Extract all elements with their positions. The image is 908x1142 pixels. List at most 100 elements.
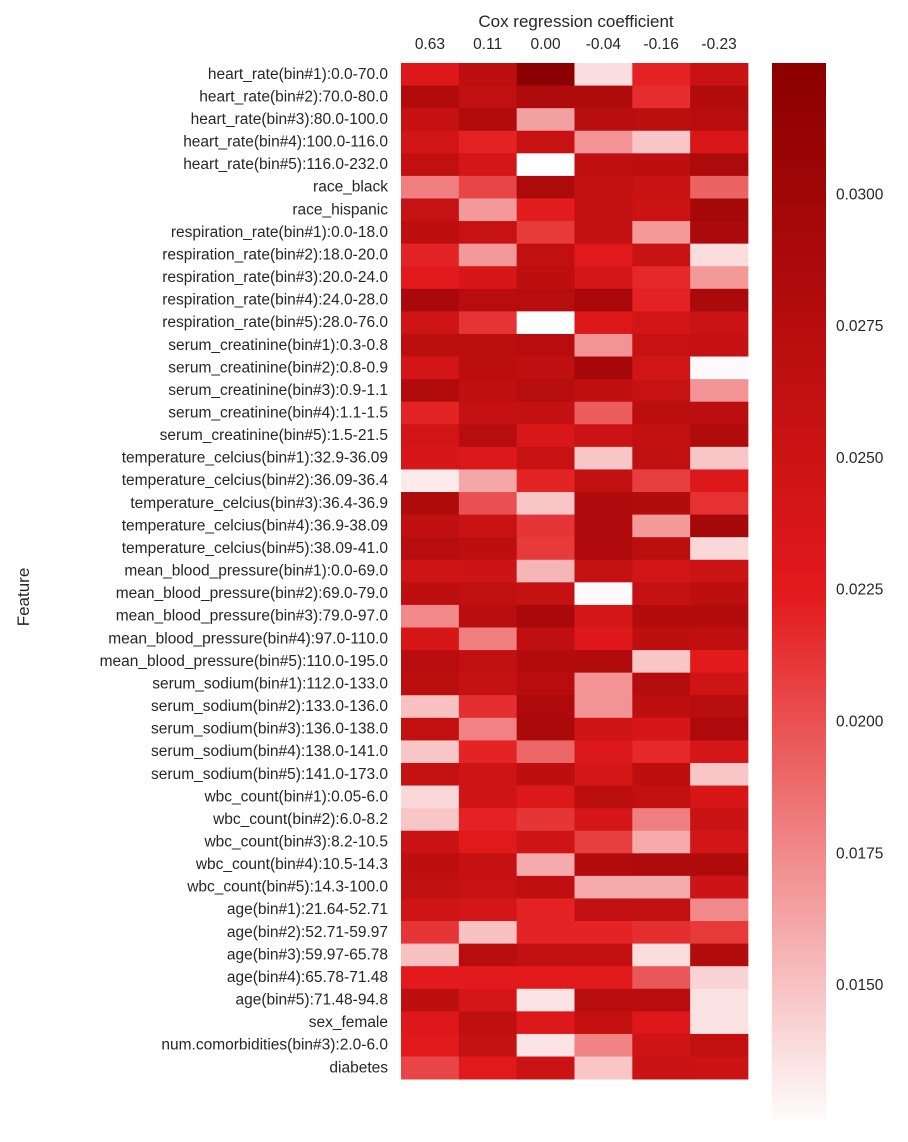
heatmap-cell xyxy=(401,1033,460,1057)
heatmap-cell xyxy=(574,1011,633,1035)
heatmap-cell xyxy=(401,1011,460,1035)
heatmap-cell xyxy=(574,492,633,515)
heatmap-cell xyxy=(632,853,691,877)
heatmap-cell xyxy=(632,808,691,832)
heatmap-cell xyxy=(574,966,633,990)
heatmap-cell xyxy=(690,966,749,990)
heatmap-cell xyxy=(516,266,575,290)
heatmap-cell xyxy=(574,853,633,877)
heatmap-cell xyxy=(458,424,518,448)
row-label: mean_blood_pressure(bin#3):79.0-97.0 xyxy=(116,608,389,625)
column-label: 0.00 xyxy=(531,36,562,53)
heatmap-cell xyxy=(632,379,691,403)
heatmap-cell xyxy=(458,288,518,312)
row-label: serum_creatinine(bin#2):0.8-0.9 xyxy=(168,359,388,376)
colorbar: 0.0150 0.0175 0.0200 0.0225 0.0250 0.0275 0.03… xyxy=(772,63,884,1128)
heatmap-cell xyxy=(516,672,575,696)
heatmap-cell xyxy=(690,740,749,764)
row-label: serum_sodium(bin#1):112.0-133.0 xyxy=(152,675,388,692)
heatmap-cell xyxy=(574,559,633,583)
heatmap-cell xyxy=(401,695,460,719)
heatmap-cell xyxy=(516,424,575,448)
heatmap-cell xyxy=(458,492,518,515)
heatmap-cell xyxy=(690,469,749,493)
heatmap-cell xyxy=(401,785,460,809)
heatmap-cell xyxy=(690,243,749,267)
heatmap-cell xyxy=(574,627,633,651)
heatmap-cell xyxy=(458,153,518,177)
heatmap-cell xyxy=(458,898,518,922)
heatmap-cell xyxy=(516,537,575,561)
column-labels: 0.63 0.11 0.00 -0.04 -0.16 -0.23 xyxy=(415,36,737,53)
heatmap-cell xyxy=(401,198,460,222)
heatmap-cell xyxy=(401,333,460,357)
heatmap-cell xyxy=(690,604,749,628)
heatmap-cell xyxy=(574,108,633,132)
row-label: respiration_rate(bin#5):28.0-76.0 xyxy=(162,314,388,331)
heatmap-cell xyxy=(458,808,518,832)
heatmap-cell xyxy=(401,130,460,154)
heatmap-cell xyxy=(401,266,460,290)
row-label: temperature_celcius(bin#2):36.09-36.4 xyxy=(122,472,389,489)
heatmap-cell xyxy=(632,740,691,764)
row-label: age(bin#4):65.78-71.48 xyxy=(227,969,388,986)
row-label: wbc_count(bin#2):6.0-8.2 xyxy=(212,811,388,828)
heatmap-cell xyxy=(401,243,460,267)
heatmap-cell xyxy=(516,469,575,493)
heatmap-cell xyxy=(574,650,633,674)
heatmap-cell xyxy=(574,288,633,312)
heatmap-cell xyxy=(632,63,691,86)
heatmap-cell xyxy=(574,695,633,719)
heatmap-cell xyxy=(574,537,633,561)
heatmap-cell xyxy=(574,446,633,470)
heatmap-cell xyxy=(401,650,460,674)
heatmap-cell xyxy=(690,492,749,515)
heatmap-cell xyxy=(574,130,633,154)
heatmap-cell xyxy=(458,108,518,132)
heatmap-cell xyxy=(690,108,749,132)
heatmap-cell xyxy=(690,221,749,245)
row-label: serum_creatinine(bin#3):0.9-1.1 xyxy=(168,382,388,399)
heatmap-cell xyxy=(574,808,633,832)
row-label: serum_sodium(bin#2):133.0-136.0 xyxy=(151,698,388,715)
heatmap-cell xyxy=(690,853,749,877)
heatmap-cell xyxy=(632,672,691,696)
heatmap-cell xyxy=(458,130,518,154)
heatmap-cell xyxy=(690,875,749,899)
heatmap-cell xyxy=(690,943,749,967)
heatmap-cell xyxy=(516,943,575,967)
heatmap-cell xyxy=(632,627,691,651)
heatmap-cell xyxy=(516,921,575,945)
heatmap-cell xyxy=(632,988,691,1012)
heatmap-cell xyxy=(458,333,518,357)
heatmap-cell xyxy=(632,469,691,493)
heatmap-cell xyxy=(690,672,749,696)
heatmap-cell xyxy=(574,221,633,245)
heatmap-cell xyxy=(690,266,749,290)
heatmap-cell xyxy=(458,966,518,990)
heatmap-cell xyxy=(458,537,518,561)
heatmap-cell xyxy=(632,650,691,674)
colorbar-tick-label: 0.0300 xyxy=(836,186,884,203)
heatmap-cell xyxy=(458,198,518,222)
heatmap-cell xyxy=(574,1033,633,1057)
heatmap-cell xyxy=(690,695,749,719)
heatmap-cell xyxy=(516,830,575,854)
heatmap-cell xyxy=(574,672,633,696)
row-label: mean_blood_pressure(bin#2):69.0-79.0 xyxy=(116,585,389,602)
heatmap-cell xyxy=(458,762,518,786)
heatmap-cell xyxy=(458,582,518,606)
row-label: age(bin#3):59.97-65.78 xyxy=(227,946,388,963)
heatmap-cell xyxy=(574,85,633,109)
heatmap-cell xyxy=(458,943,518,967)
heatmap-cell xyxy=(690,85,749,109)
heatmap-cell xyxy=(632,108,691,132)
row-label: respiration_rate(bin#2):18.0-20.0 xyxy=(162,246,388,263)
row-label: mean_blood_pressure(bin#1):0.0-69.0 xyxy=(124,563,388,580)
heatmap-cell xyxy=(632,266,691,290)
colorbar-tick-label: 0.0175 xyxy=(836,845,883,862)
heatmap-cell xyxy=(632,85,691,109)
heatmap-cell xyxy=(632,288,691,312)
heatmap-cell xyxy=(632,604,691,628)
row-label: heart_rate(bin#3):80.0-100.0 xyxy=(191,111,389,128)
